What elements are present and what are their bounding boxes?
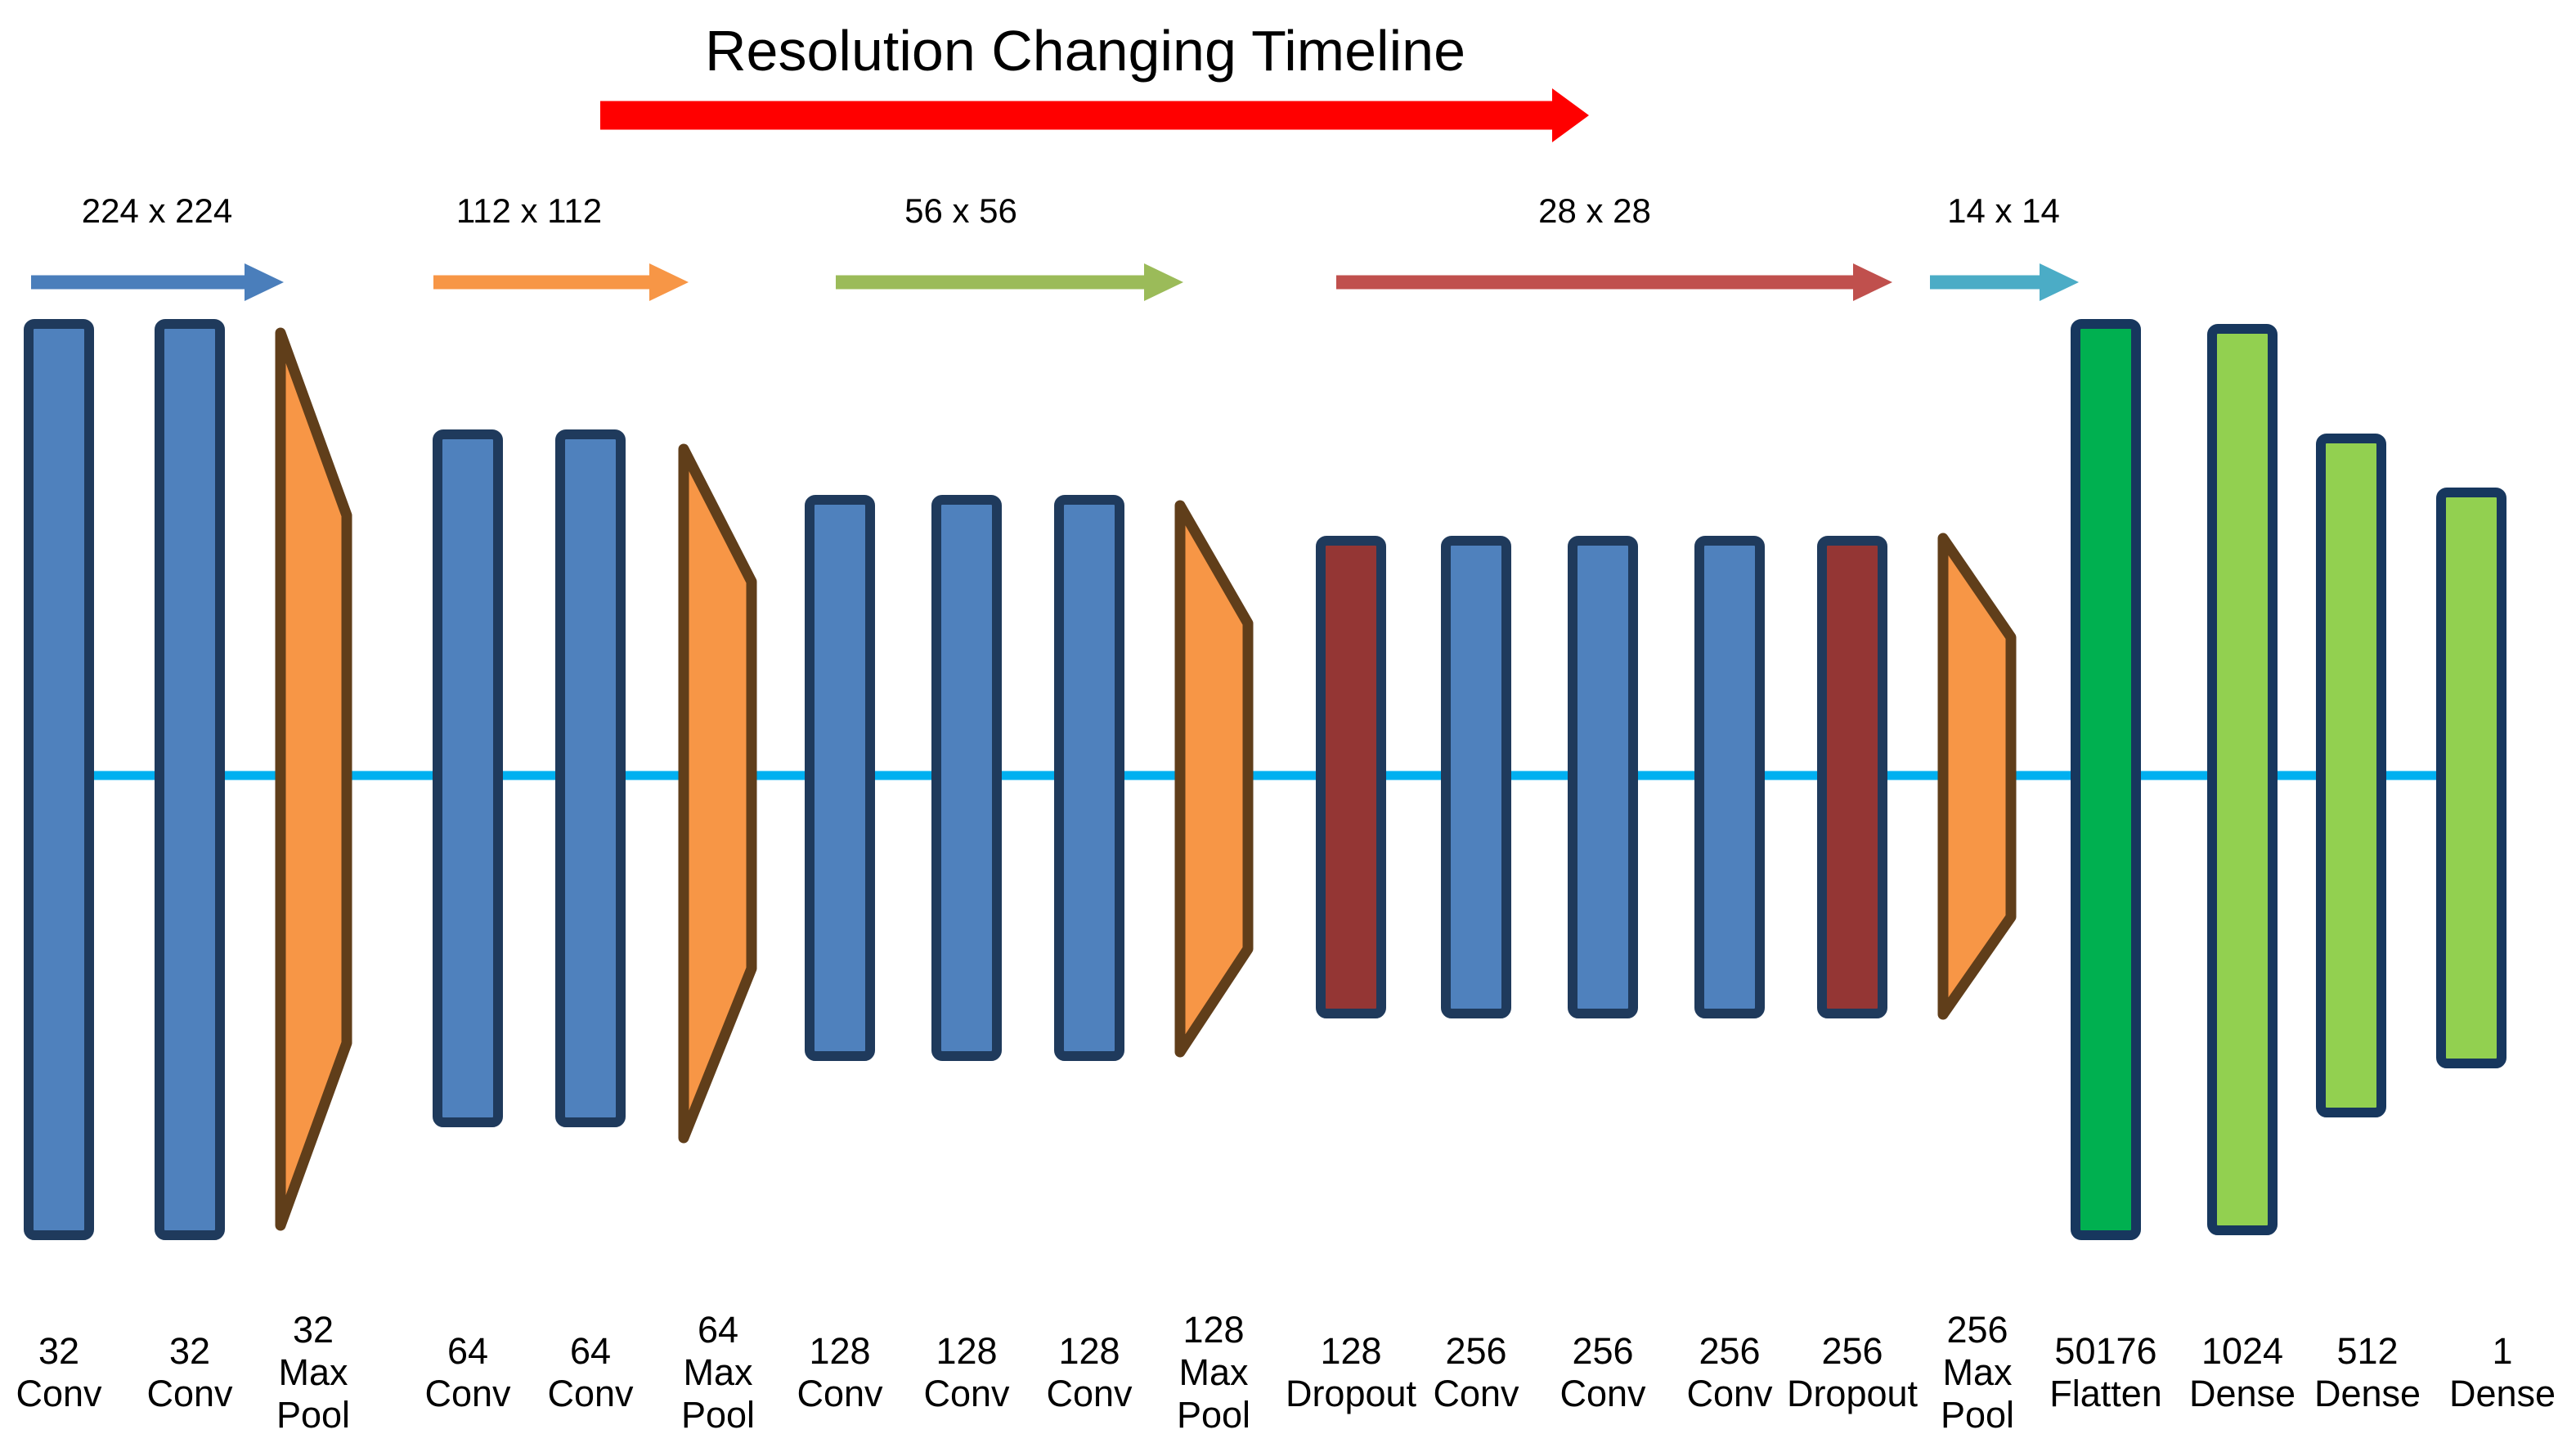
layer-label-line: Dense [2449,1373,2556,1414]
layer-shape-conv-0 [24,319,94,1240]
layer-label-line: 1024 [2201,1330,2283,1372]
layer-label-line: Conv [797,1373,883,1414]
layer-label-line: 128 [1320,1330,1381,1372]
layer-label-line: 256 [1445,1330,1506,1372]
layer-label-line: 128 [936,1330,997,1372]
layer-label-line: Conv [146,1373,233,1414]
layer-labels-group: 32Conv32Conv32MaxPool64Conv64Conv64MaxPo… [16,1309,2556,1436]
resolution-label: 112 x 112 [456,191,602,230]
layer-shape-maxpool-15 [1937,533,2017,1020]
layer-shape-conv-11 [1441,536,1511,1018]
layer-shape-dense-18 [2316,434,2386,1117]
layer-shape-maxpool-2 [275,327,352,1231]
layer-label-line: Pool [1177,1394,1250,1436]
layer-label-line: 64 [570,1330,611,1372]
layer-label-line: Max [278,1351,348,1393]
layer-shape-maxpool-9 [1174,500,1254,1058]
layer-label-line: Pool [276,1394,350,1436]
resolution-arrow-0 [31,263,284,301]
resolution-label: 224 x 224 [82,191,233,230]
layer-label-line: Dropout [1787,1373,1919,1414]
layer-shape-maxpool-5 [678,443,757,1144]
layer-label-line: Conv [1686,1373,1773,1414]
layer-shape-conv-8 [1054,495,1124,1061]
layer-label-line: Conv [16,1373,102,1414]
layer-label-line: Max [1178,1351,1249,1393]
layer-label-line: Max [683,1351,753,1393]
layer-label-line: Conv [1560,1373,1646,1414]
layer-label-line: 1 [2492,1330,2512,1372]
resolution-arrow-4 [1930,263,2079,301]
page-title: Resolution Changing Timeline [705,19,1465,83]
layer-label-line: Max [1942,1351,2013,1393]
resolution-arrow-2 [836,263,1183,301]
layer-shape-conv-12 [1568,536,1638,1018]
layer-label-line: 128 [1058,1330,1120,1372]
layer-label-line: Dense [2189,1373,2296,1414]
layer-label-line: Pool [681,1394,755,1436]
layer-shape-conv-6 [805,495,875,1061]
layer-label-line: Conv [1046,1373,1133,1414]
layer-label-line: 64 [447,1330,488,1372]
resolution-label: 28 x 28 [1538,191,1651,230]
layer-label-line: 128 [809,1330,870,1372]
layer-label-line: 64 [698,1309,738,1351]
layer-label-line: Flatten [2049,1373,2162,1414]
layer-shape-flatten-16 [2071,319,2141,1240]
layers-group [24,319,2506,1240]
layer-label-line: 256 [1821,1330,1883,1372]
layer-label-line: 512 [2336,1330,2398,1372]
layer-label-line: Conv [923,1373,1010,1414]
timeline-arrow-group [600,88,1589,142]
layer-label-line: 50176 [2054,1330,2156,1372]
resolution-arrow-1 [433,263,689,301]
layer-shape-dense-19 [2436,488,2506,1068]
layer-label-line: 32 [169,1330,210,1372]
layer-shape-conv-13 [1694,536,1765,1018]
resolution-arrow-3 [1336,263,1892,301]
timeline-arrow [600,88,1589,142]
layer-label-line: 256 [1572,1330,1633,1372]
layer-label-line: 128 [1183,1309,1244,1351]
layer-shape-dense-17 [2207,324,2278,1235]
resolutions-group: 224 x 224 112 x 112 56 x 56 28 x 28 14 x 14 [31,191,2079,301]
layer-shape-conv-1 [155,319,225,1240]
resolution-label: 56 x 56 [904,191,1017,230]
layer-label-line: 256 [1946,1309,2008,1351]
layer-label-line: 256 [1699,1330,1760,1372]
layer-label-line: Dense [2314,1373,2421,1414]
layer-label-line: Conv [547,1373,634,1414]
layer-shape-dropout-14 [1817,536,1887,1018]
resolution-label: 14 x 14 [1947,191,2060,230]
layer-label-line: 32 [293,1309,334,1351]
layer-label-line: Conv [1433,1373,1519,1414]
layer-shape-conv-3 [433,429,503,1127]
layer-label-line: Pool [1941,1394,2014,1436]
layer-shape-conv-7 [931,495,1002,1061]
layer-shape-conv-4 [555,429,626,1127]
layer-label-line: 32 [38,1330,79,1372]
layer-shape-dropout-10 [1316,536,1386,1018]
layer-label-line: Conv [424,1373,511,1414]
layer-label-line: Dropout [1286,1373,1417,1414]
